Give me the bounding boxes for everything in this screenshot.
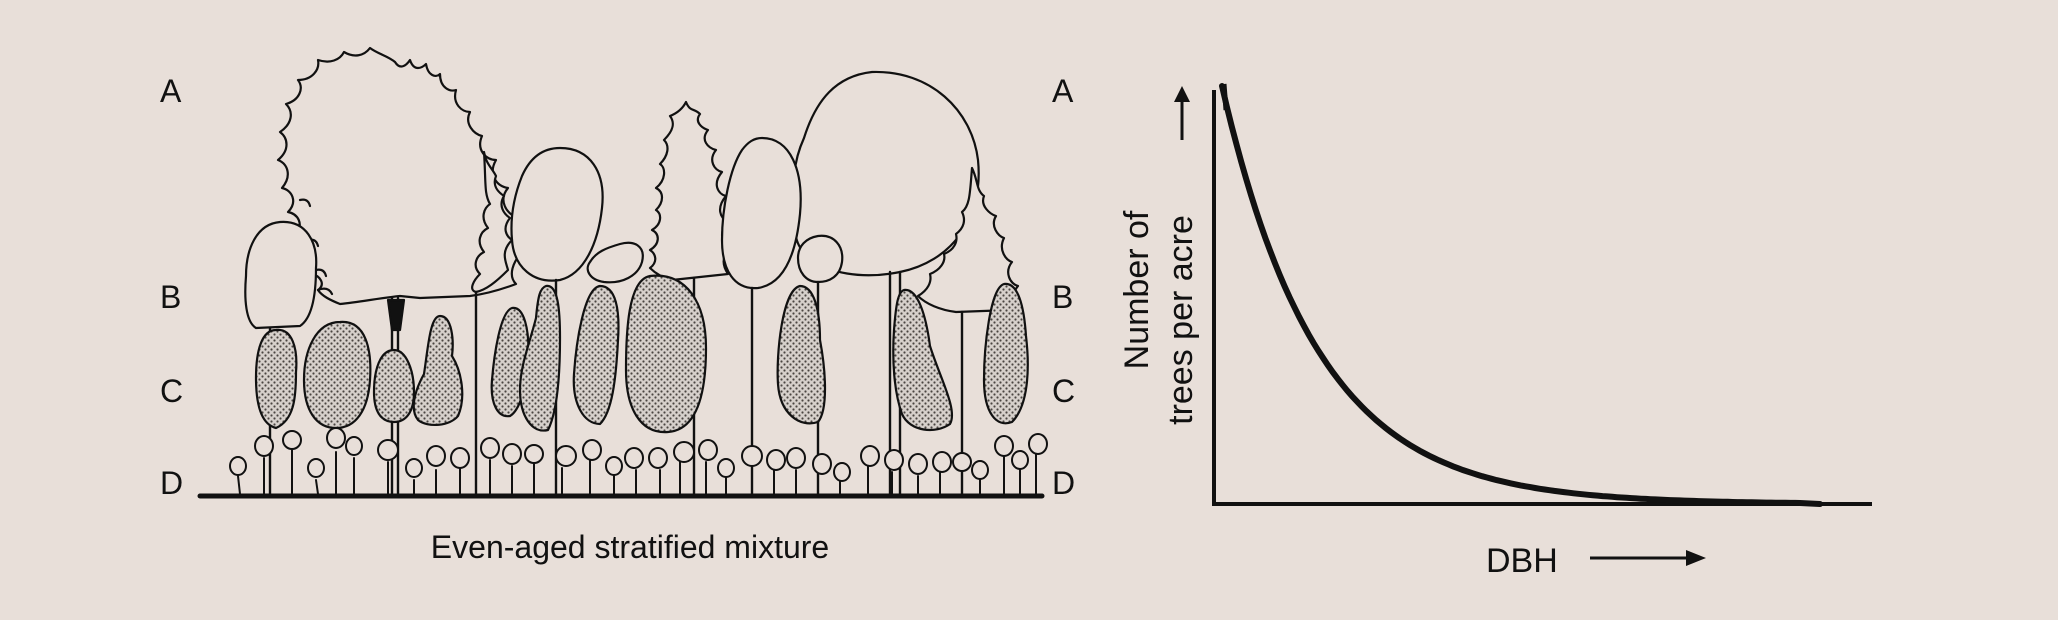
stratum-labels-left: A B C D bbox=[160, 73, 183, 501]
stratum-label-left-a: A bbox=[160, 73, 182, 109]
stratum-label-right-d: D bbox=[1052, 465, 1075, 501]
broadleaf-crown-b1 bbox=[244, 220, 318, 330]
stratum-c-trees bbox=[254, 274, 1029, 434]
conifer-trunk-base bbox=[386, 298, 406, 332]
conifer-crown-right bbox=[916, 166, 1020, 314]
conifer-crown-large bbox=[276, 46, 526, 306]
y-axis-arrow bbox=[1174, 86, 1190, 140]
stratum-label-right-a: A bbox=[1052, 73, 1074, 109]
curve-tip-accent bbox=[1221, 83, 1229, 111]
stratum-label-left-d: D bbox=[160, 465, 183, 501]
stratum-label-left-c: C bbox=[160, 373, 183, 409]
conifer-fringe bbox=[298, 198, 334, 296]
stratum-b-trees bbox=[244, 136, 844, 330]
conifer-crown-b6 bbox=[471, 150, 514, 294]
stratum-label-right-c: C bbox=[1052, 373, 1075, 409]
x-axis-arrow bbox=[1590, 550, 1706, 566]
diameter-distribution-chart: Number of trees per acre DBH bbox=[1118, 83, 1872, 580]
stratum-labels-right: A B C D bbox=[1052, 73, 1075, 501]
y-axis-label-line2: trees per acre bbox=[1162, 215, 1200, 425]
stratum-label-right-b: B bbox=[1052, 279, 1073, 315]
stratum-label-left-b: B bbox=[160, 279, 181, 315]
small-crown-b4 bbox=[586, 241, 644, 284]
small-crown-b5 bbox=[796, 234, 844, 284]
diagram-caption: Even-aged stratified mixture bbox=[431, 529, 829, 565]
broadleaf-crown-b2 bbox=[510, 146, 604, 282]
broadleaf-crown-b3 bbox=[720, 136, 802, 290]
stratum-a-trees bbox=[276, 46, 1020, 314]
stratum-d-seedlings bbox=[229, 427, 1048, 495]
y-axis-label-line1: Number of bbox=[1118, 210, 1156, 369]
x-axis-label: DBH bbox=[1486, 542, 1558, 580]
forest-illustration bbox=[197, 46, 1048, 499]
reverse-j-curve bbox=[1219, 83, 1823, 507]
conifer-crown-center bbox=[648, 100, 732, 282]
